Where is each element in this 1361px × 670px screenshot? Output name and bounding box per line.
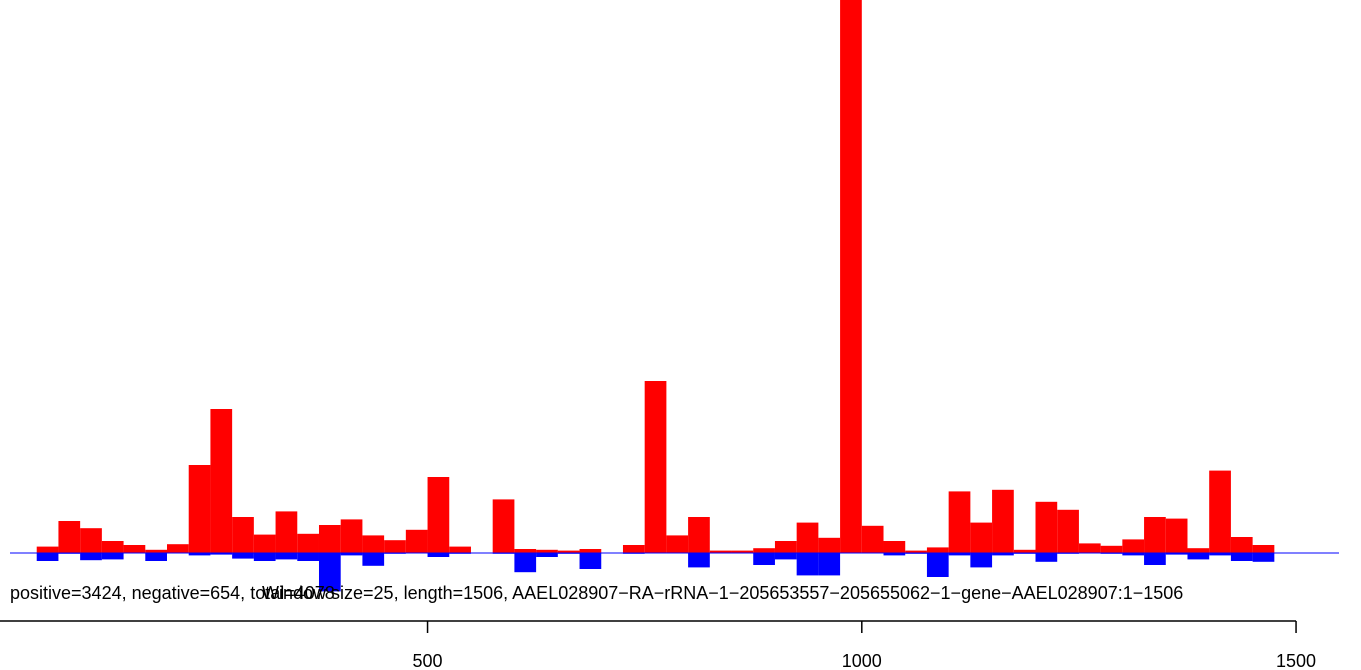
positive-bar [232,517,254,553]
negative-bar [145,553,167,561]
negative-bar [232,553,254,559]
positive-bar [514,549,537,553]
positive-bar [1100,545,1123,553]
x-tick-label: 500 [413,651,443,670]
negative-bar [340,553,363,556]
negative-bar [318,553,341,592]
positive-bar [188,465,211,553]
positive-bar [709,550,732,553]
positive-bar [167,544,189,553]
negative-bar [101,553,124,560]
negative-bar [753,553,775,565]
positive-bar [970,522,993,553]
negative-bar [796,553,819,576]
positive-bar [622,545,645,553]
positive-bar [101,541,124,553]
positive-bar [1230,537,1253,553]
positive-bar [840,0,862,553]
negative-bar [1165,553,1188,555]
positive-bar [774,541,797,553]
positive-bar [1144,517,1166,553]
negative-bar [275,553,298,560]
positive-bar [731,550,754,553]
negative-bar [948,553,971,556]
positive-bar [253,534,276,553]
negative-bar [926,553,949,577]
chart-caption-2: Window size=25, length=1506, AAEL028907−… [262,583,1183,603]
positive-bar [1187,548,1210,553]
positive-bar [992,489,1014,553]
negative-bar [210,553,233,555]
negative-bar [297,553,319,561]
negative-bar [427,553,450,557]
negative-bar [992,553,1014,556]
x-axis: 500 1000 1500 [0,620,1316,670]
negative-bar [253,553,276,561]
negative-bar [774,553,797,560]
positive-bar [536,549,558,553]
negative-bar [536,553,558,557]
positive-bar [123,545,146,553]
negative-bar [36,553,59,561]
positive-bar [1252,545,1275,553]
x-tick-label: 1500 [1276,651,1316,670]
positive-bar [861,525,884,553]
positive-bar [340,519,363,553]
negative-bar [1252,553,1275,562]
negative-bar [1035,553,1058,562]
positive-bar [883,541,906,553]
positive-bar [275,511,298,553]
positive-bar [297,533,319,553]
positive-bar [579,549,602,553]
negative-bar [188,553,211,556]
negative-bar [514,553,537,573]
positive-bar [1078,543,1101,553]
positive-bar [492,499,515,553]
negative-bar [688,553,710,568]
negative-bar [80,553,102,561]
negative-bar [1209,553,1231,556]
positive-bar [1165,518,1188,553]
positive-bar [905,550,927,553]
positive-bar [1057,509,1079,553]
negative-bar [818,553,841,576]
positive-bar [948,491,971,553]
positive-bar [80,528,102,553]
positive-bar [644,381,667,553]
positive-bar [666,535,689,553]
positive-bar [688,517,710,553]
positive-bar [318,525,341,553]
negative-bar [1187,553,1210,560]
negative-bar [1122,553,1145,556]
positive-bar [1013,549,1036,553]
negative-bar [1144,553,1166,565]
positive-bar [818,537,841,553]
chart-caption: positive=3424, negative=654, total=4078 [10,583,335,603]
negative-bar [883,553,906,556]
positive-bar [1035,501,1058,553]
negative-bar [362,553,385,566]
positive-bar [926,547,949,553]
positive-bar [58,521,81,553]
positive-bar [405,529,428,553]
positive-bar [210,409,233,553]
positive-bar [557,550,580,553]
positive-bar [384,540,406,553]
positive-bar [753,548,775,553]
positive-bar [145,549,167,553]
negative-bar [1230,553,1253,561]
negative-bar [970,553,993,568]
positive-bars [36,0,1275,553]
positive-bar [1122,539,1145,553]
positive-bar [796,522,819,553]
positive-bar [427,477,450,553]
negative-bar [579,553,602,569]
positive-bar [1209,470,1231,553]
x-tick-label: 1000 [842,651,882,670]
positive-bar [36,546,59,553]
positive-bar [449,546,471,553]
positive-bar [362,535,385,553]
